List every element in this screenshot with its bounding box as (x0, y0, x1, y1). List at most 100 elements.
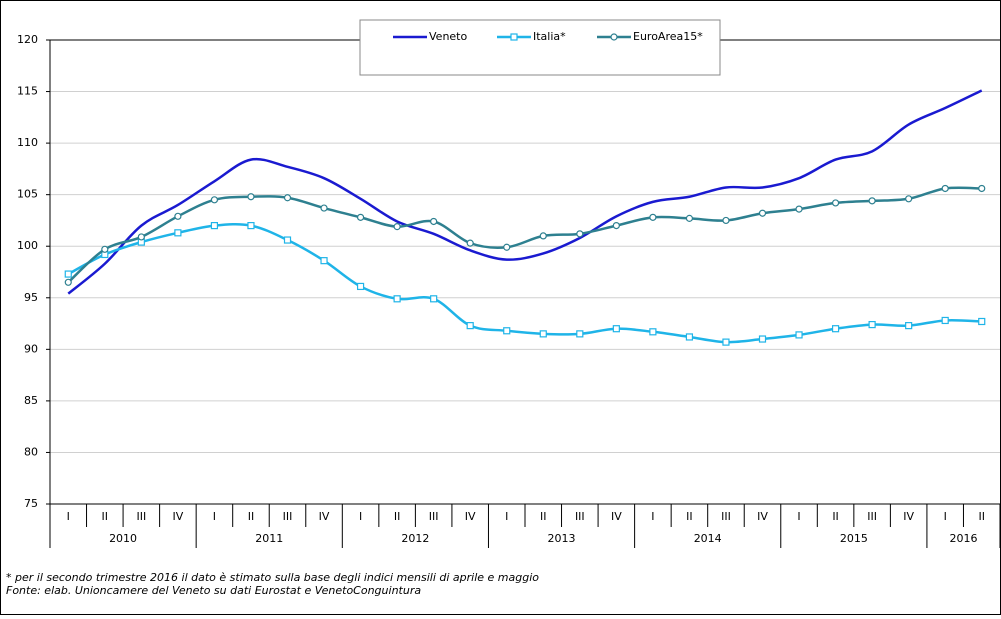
data-point (466, 239, 474, 247)
note: * per il secondo trimestre 2016 il dato … (6, 571, 539, 584)
data-point (174, 229, 182, 237)
x-tick-label: I (67, 510, 70, 523)
data-point (210, 222, 219, 230)
data-point (722, 338, 730, 346)
data-point (356, 282, 365, 291)
data-point (210, 196, 219, 204)
data-point (283, 236, 292, 244)
x-group-label: 2016 (949, 532, 977, 545)
data-point (722, 216, 730, 225)
x-tick-label: II (978, 510, 985, 523)
x-tick-label: III (721, 510, 731, 523)
data-point (503, 243, 511, 251)
x-group-label: 2014 (694, 532, 722, 545)
data-point (320, 204, 328, 212)
data-point (393, 295, 401, 303)
data-point (831, 199, 840, 207)
y-tick-label: 85 (24, 394, 38, 407)
x-tick-label: II (248, 510, 255, 523)
y-tick-label: 115 (17, 85, 38, 98)
x-tick-label: II (540, 510, 547, 523)
data-point (430, 295, 438, 303)
x-group-label: 2012 (401, 532, 429, 545)
data-point (137, 233, 145, 241)
data-point (247, 193, 255, 201)
x-tick-label: III (429, 510, 439, 523)
data-point (685, 214, 694, 222)
data-point (576, 330, 584, 338)
data-point (356, 213, 365, 221)
legend-label: Veneto (429, 30, 467, 43)
x-tick-label: II (102, 510, 109, 523)
data-point (831, 325, 840, 333)
y-tick-label: 90 (24, 342, 38, 355)
x-tick-label: II (394, 510, 401, 523)
data-point (649, 328, 657, 336)
x-group-label: 2013 (548, 532, 576, 545)
x-tick-label: IV (465, 510, 476, 523)
data-point (978, 317, 986, 326)
legend-label: Italia* (533, 30, 566, 43)
x-tick-label: II (686, 510, 693, 523)
legend (359, 19, 721, 76)
x-tick-label: IV (172, 510, 183, 523)
x-tick-label: I (505, 510, 508, 523)
data-point (868, 320, 876, 329)
data-point (612, 222, 620, 230)
x-tick-label: IV (611, 510, 622, 523)
data-point (539, 232, 547, 240)
data-point (941, 184, 949, 193)
data-point (466, 322, 474, 330)
x-tick-label: I (359, 510, 362, 523)
data-point (905, 322, 913, 330)
data-point (758, 209, 767, 217)
x-tick-label: IV (903, 510, 914, 523)
data-point (685, 333, 694, 341)
data-point (320, 257, 328, 265)
x-tick-label: I (213, 510, 216, 523)
data-point (576, 230, 584, 238)
y-tick-label: 105 (17, 188, 38, 201)
y-tick-label: 95 (24, 291, 38, 304)
data-point (795, 331, 803, 339)
x-tick-label: I (797, 510, 800, 523)
data-point (64, 278, 72, 286)
data-point (612, 325, 620, 333)
data-point (430, 217, 438, 226)
data-point (64, 270, 72, 278)
data-point (795, 205, 803, 213)
y-tick-label: 120 (17, 33, 38, 46)
data-point (283, 194, 292, 202)
x-tick-label: III (136, 510, 146, 523)
x-tick-label: III (575, 510, 585, 523)
series-line (67, 89, 983, 295)
legend-label: EuroArea15* (633, 30, 703, 43)
y-tick-label: 100 (17, 239, 38, 252)
data-point (978, 184, 986, 193)
x-group-label: 2011 (255, 532, 283, 545)
data-point (247, 222, 255, 230)
data-point (649, 213, 657, 221)
x-tick-label: III (283, 510, 293, 523)
data-point (101, 245, 109, 253)
legend-marker (610, 33, 618, 41)
y-tick-label: 110 (17, 136, 38, 149)
x-tick-label: I (944, 510, 947, 523)
y-tick-label: 80 (24, 445, 38, 458)
data-point (868, 197, 876, 205)
data-point (539, 330, 547, 338)
data-point (174, 212, 182, 220)
legend-marker (510, 33, 518, 41)
x-tick-label: IV (757, 510, 768, 523)
x-tick-label: I (651, 510, 654, 523)
x-group-label: 2015 (840, 532, 868, 545)
x-group-label: 2010 (109, 532, 137, 545)
data-point (393, 223, 401, 231)
data-point (905, 195, 913, 203)
data-point (758, 335, 767, 343)
x-tick-label: II (832, 510, 839, 523)
note: Fonte: elab. Unioncamere del Veneto su d… (6, 584, 421, 597)
